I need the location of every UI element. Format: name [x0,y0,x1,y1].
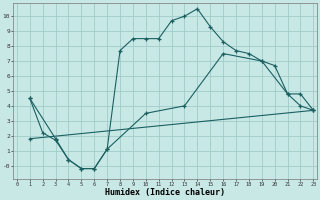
X-axis label: Humidex (Indice chaleur): Humidex (Indice chaleur) [105,188,225,197]
